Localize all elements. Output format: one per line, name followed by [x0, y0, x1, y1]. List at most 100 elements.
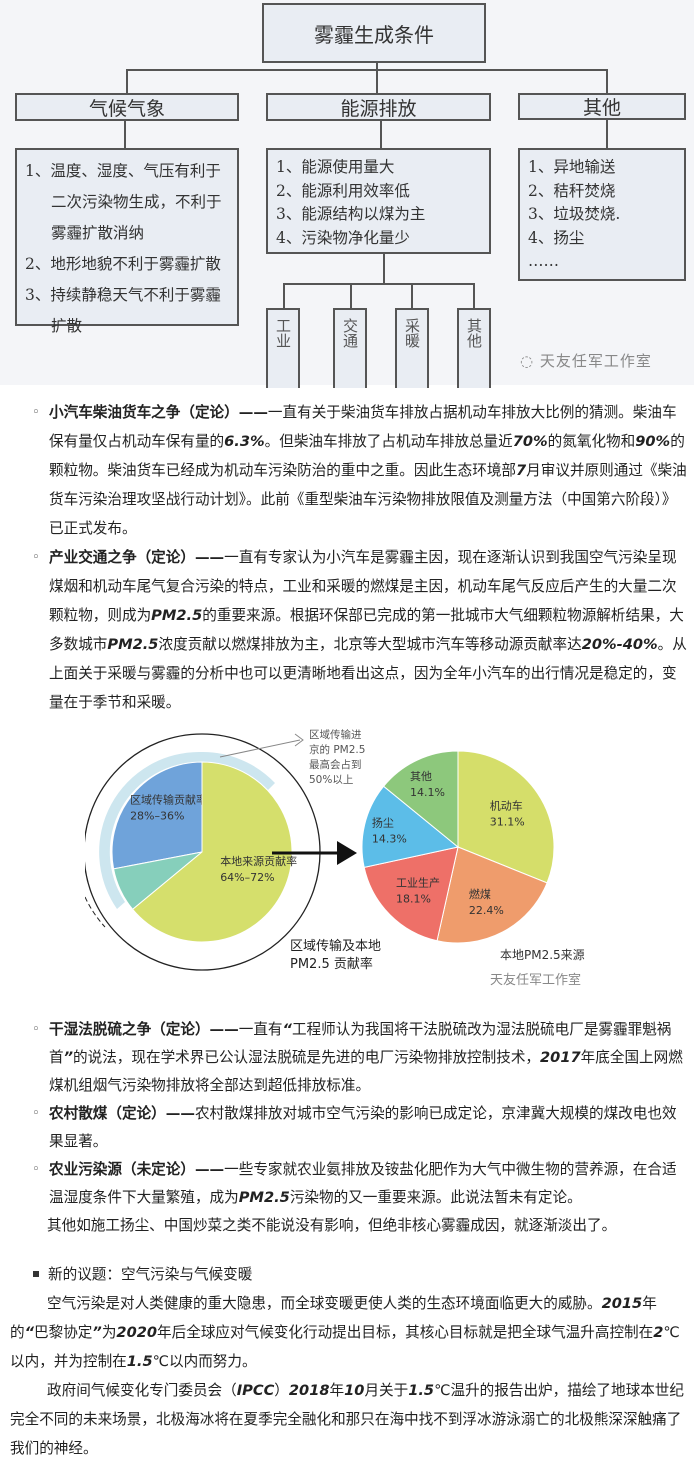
bullet-icon: ◦: [32, 405, 40, 420]
text-segment: ℃以内，并为控制在: [10, 1324, 680, 1370]
slice-label: 本地来源贡献率: [220, 854, 297, 868]
text-segment: 巴黎协定: [34, 1324, 93, 1341]
debate-title: 小汽车柴油货车之争（定论）: [49, 404, 239, 421]
debate-title: ——: [165, 1105, 195, 1122]
list-item: 3、能源结构以煤为主: [276, 205, 426, 223]
connector-line: [383, 254, 385, 284]
debate-text: 产业交通之争（定论）——一直有专家认为小汽车是雾霾主因，现在逐渐认识到我国空气污…: [49, 543, 691, 717]
arrow-icon: [337, 841, 357, 865]
square-bullet-icon: [33, 1271, 39, 1277]
watermark: 天友任军工作室: [490, 972, 581, 988]
slice-label: 燃煤: [469, 887, 491, 901]
text-segment: 的重要来源。根据环保部已完成的第一批城市大气细颗粒物源解析结果，大多数城市: [49, 607, 684, 653]
debate-title: 产业交通之争（定论）: [49, 549, 195, 566]
category-climate: 气候气象: [15, 93, 239, 121]
bullet-icon: ◦: [32, 1106, 40, 1121]
pie-slice: [382, 750, 459, 849]
left-annotation: 区域传输进京的 PM2.5 最高会占到 50%以上: [309, 728, 365, 786]
haze-conditions-diagram: 雾霾生成条件 气候气象 能源排放 其他 1、温度、湿度、气压有利于二次污染物生成…: [0, 0, 694, 388]
text-segment: 工程师认为我国将干法脱硫改为湿法脱硫电厂是雾霾罪魁祸首: [49, 1021, 672, 1066]
wechat-icon: ◌: [520, 352, 540, 370]
regional-range-ring: [99, 751, 276, 909]
text-segment: 一直有专家认为小汽车是雾霾主因，现在逐渐认识到我国空气污染呈现煤烟和机动车尾气复…: [49, 549, 677, 624]
sub-sector-other: 其他: [457, 308, 491, 388]
debate-title: 农村散煤（定论）: [49, 1105, 166, 1122]
connector-line: [350, 283, 352, 308]
slice-label: 扬尘: [372, 816, 394, 830]
debate-title: 农业污染源（未定论）: [49, 1161, 195, 1178]
annotation-pointer: [219, 739, 301, 758]
slice-value: 22.4%: [469, 904, 504, 917]
emphasis-number: 90%: [635, 433, 671, 450]
text-segment: 政府间气候变化专门委员会（: [47, 1382, 237, 1399]
list-item: 3、持续静稳天气不利于雾霾扩散: [25, 286, 221, 335]
annotation-line: 最高会占到: [309, 758, 362, 771]
slice-value: 14.1%: [410, 786, 445, 799]
dashed-range-arc: [85, 896, 106, 928]
pm25-source-figure: 区域传输贡献率 28%–36% 本地来源贡献率 64%–72% 机动车 31.1% 燃煤 2…: [85, 728, 585, 988]
emphasis-number: 20%-40%: [581, 636, 658, 653]
slice-label: 工业生产: [396, 876, 440, 890]
right-pie: 机动车 31.1% 燃煤 22.4% 工业生产 18.1% 扬尘 14.3% 其他 14.1%: [361, 750, 555, 944]
text-segment: 。从上面关于采暖与雾霾的分析中也可以更清晰地看出这点，因为全年小汽车的出行情况是…: [49, 636, 687, 711]
bullet-icon: ◦: [32, 1022, 40, 1037]
emphasis-number: 2018: [288, 1382, 330, 1399]
pie-slice: [111, 761, 203, 870]
emphasis-number: 7: [516, 462, 527, 479]
text-segment: 。但柴油车排放了占机动车排放总量近: [264, 433, 513, 450]
bullet-icon: ◦: [32, 1162, 40, 1177]
debate-title: ——: [194, 1161, 225, 1178]
text-segment: 的颗粒物。柴油货车已经成为机动车污染防治的重中之重。因此生态环境部: [49, 433, 685, 479]
text-segment: 年后全球应对气候变化行动提出目标，其核心目标就是把全球气温升高控制在: [157, 1324, 654, 1341]
debate-text: 干湿法脱硫之争（定论）——一直有“工程师认为我国将干法脱硫改为湿法脱硫电厂是雾霾…: [49, 1016, 691, 1100]
text-segment: 的氮氧化物和: [547, 433, 636, 450]
connector-line: [411, 283, 413, 308]
pie-slice: [457, 750, 555, 884]
text-segment: 污染物的又一重要来源。此说法暂未有定论。: [289, 1189, 582, 1206]
list-item: 1、异地输送: [528, 158, 616, 176]
caption-line: PM2.5 贡献率: [290, 956, 373, 972]
emphasis-number: 70%: [512, 433, 548, 450]
connector-line: [473, 283, 475, 308]
slice-value: 28%–36%: [130, 809, 184, 822]
connector-line: [283, 283, 285, 308]
left-pie: 区域传输贡献率 28%–36% 本地来源贡献率 64%–72%: [85, 733, 321, 971]
section-heading-row: 新的议题：空气污染与气候变暖: [10, 1260, 692, 1289]
emphasis-number: 10: [344, 1382, 365, 1399]
text-segment: ）: [274, 1382, 289, 1399]
text-segment: ℃温升的报告出炉，描绘了地球本世纪完全不同的未来场景，北极海冰将在夏季完全融化和…: [10, 1382, 684, 1457]
debate-rural-coal: ◦ 农村散煤（定论）——农村散煤排放对城市空气污染的影响已成定论，京津冀大规模的煤…: [32, 1100, 691, 1156]
new-section: 新的议题：空气污染与气候变暖 空气污染是对人类健康的重大隐患，而全球变暖更使人类…: [10, 1260, 692, 1463]
emphasis-number: ”: [63, 1049, 74, 1066]
list-item: 1、温度、湿度、气压有利于二次污染物生成，不利于雾霾扩散消纳: [25, 162, 222, 242]
emphasis-number: “: [24, 1324, 35, 1341]
connector-line: [126, 69, 128, 93]
list-item: 2、能源利用效率低: [276, 181, 410, 200]
watermark: ◌ 天友任军工作室: [520, 350, 652, 371]
section-paragraph: 政府间气候变化专门委员会（IPCC）2018年10月关于1.5℃温升的报告出炉，…: [10, 1376, 692, 1463]
connector-line: [124, 121, 126, 148]
annotation-line: 50%以上: [309, 774, 353, 786]
slice-value: 64%–72%: [220, 871, 274, 884]
text-segment: 年底全国上网燃煤机组烟气污染物排放将全部达到超低排放标准。: [49, 1049, 683, 1094]
emphasis-number: 6.3%: [224, 433, 265, 450]
list-item: ……: [528, 252, 559, 270]
section-heading: 新的议题：空气污染与气候变暖: [48, 1266, 253, 1283]
emphasis-number: 2017: [540, 1049, 581, 1066]
emphasis-number: 2: [653, 1324, 664, 1341]
slice-label: 其他: [410, 770, 432, 783]
text-segment: ℃以内而努力。: [152, 1353, 257, 1370]
connector-line: [606, 120, 608, 148]
debate-title: ——: [209, 1021, 239, 1038]
emphasis-number: ”: [92, 1324, 102, 1341]
text-segment: 空气污染是对人类健康的重大隐患，而全球变暖更使人类的生态环境面临更大的威胁。: [47, 1295, 602, 1312]
debate-title: ——: [194, 549, 225, 566]
emphasis-number: PM2.5: [151, 607, 203, 624]
text-segment: 的说法，现在学术界已公认湿法脱硫是先进的电厂污染物排放控制技术，: [73, 1049, 541, 1066]
list-item: 2、秸秆焚烧: [528, 181, 616, 200]
slice-label: 区域传输贡献率: [130, 792, 207, 806]
connector-line: [606, 69, 608, 93]
annotation-line: 京的 PM2.5: [309, 743, 365, 756]
text-segment: 年: [329, 1382, 345, 1399]
connector-line: [380, 121, 382, 148]
